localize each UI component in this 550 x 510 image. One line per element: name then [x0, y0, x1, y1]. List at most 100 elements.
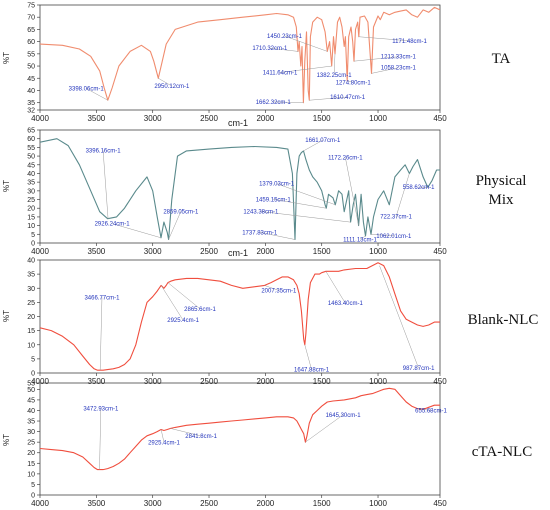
panel-2-peak-leader-line [102, 150, 109, 219]
panel-4-peak-leader-line [99, 408, 102, 470]
panel-1-y-axis-label: %T [2, 52, 11, 64]
panel-2-peak-leader-line [168, 211, 182, 240]
panel-2-x-tick-label: 4000 [31, 247, 49, 256]
panel-3-x-tick-label: 2500 [200, 377, 218, 386]
panel-3-peak-label: 2007.35cm-1 [261, 288, 297, 294]
panel-2-x-tick-label: 3500 [87, 247, 105, 256]
panel-2-x-tick-label: 1500 [313, 247, 331, 256]
panel-2-y-tick-label: 50 [27, 154, 35, 161]
panel-1-peak-label: 1710.32cm-1 [252, 46, 288, 52]
panel-3-peak-label: 987.87cm-1 [403, 366, 435, 372]
panel-1-peak-label: 2950.12cm-1 [154, 84, 190, 90]
panel-3-x-tick-label: 4000 [31, 377, 49, 386]
panel-4-x-tick-label: 3000 [144, 499, 162, 508]
panel-1-x-tick-label: 3500 [87, 114, 105, 123]
panel-4-y-tick-label: 5 [31, 482, 35, 489]
panel-3-x-tick-label: 1000 [369, 377, 387, 386]
panel-2-peak-leader-line [276, 183, 336, 205]
panel-1-peak-leader-line [333, 53, 336, 76]
panel-1-peak-label: 1213.33cm-1 [381, 55, 417, 61]
panel-1-peak-leader-line [371, 67, 399, 74]
panel-2-y-tick-label: 45 [27, 162, 35, 169]
panel-4-x-tick-label: 2000 [256, 499, 274, 508]
panel-4-y-tick-label: 25 [27, 440, 35, 447]
panel-1-peak-label: 1411.64cm-1 [263, 71, 298, 77]
panel-label-physical-mix: Physical Mix [475, 173, 527, 208]
panel-4-y-tick-label: 0 [31, 493, 35, 500]
panel-2-peak-leader-line [273, 199, 327, 209]
panel-1-peak-leader-line [347, 80, 354, 83]
panel-2-x-tick-label: 3000 [144, 247, 162, 256]
panel-3-peak-label: 1463.40cm-1 [328, 301, 364, 307]
panel-1-peak-leader-line [284, 35, 328, 52]
panel-3-y-tick-label: 35 [27, 272, 35, 279]
panel-2-y-tick-label: 55 [27, 145, 35, 152]
panel-1-x-tick-label: 2000 [256, 114, 274, 123]
panel-3-x-tick-label: 3000 [144, 377, 162, 386]
panel-3-peak-leader-line [379, 265, 419, 369]
panel-3-peak-leader-line [304, 344, 312, 370]
panel-1-peak-label: 1382.25cm-1 [317, 73, 353, 79]
panel-2-peak-label: 2926.24cm-1 [95, 222, 131, 228]
panel-1-peak-label: 1171.48cm-1 [392, 39, 427, 45]
panel-4-x-tick-label: 2500 [200, 499, 218, 508]
panel-1-peak-leader-line [279, 65, 332, 73]
panel-2-y-tick-label: 0 [31, 241, 35, 248]
panel-1-y-tick-label: 65 [27, 27, 35, 34]
panel-3-x-tick-label: 450 [433, 377, 447, 386]
panel-1-y-tick-label: 75 [27, 3, 35, 10]
panel-label-cta-nlc: cTA-NLC [471, 444, 533, 460]
panel-4-y-tick-label: 40 [27, 408, 35, 415]
panel-1-peak-label: 3398.06cm-1 [69, 86, 105, 92]
panel-2-peak-label: 1379.03cm-1 [259, 182, 295, 188]
panel-1-peak-label: 1274.80cm-1 [336, 80, 372, 86]
panel-2-y-tick-label: 5 [31, 232, 35, 239]
panel-1-peak-leader-line [358, 36, 410, 42]
panel-2-peak-label: 1459.15cm-1 [256, 197, 292, 203]
panel-1-y-tick-label: 45 [27, 76, 35, 83]
panel-2-y-axis-label: %T [2, 180, 11, 192]
panel-3-peak-label: 1647.88cm-1 [294, 368, 330, 374]
panel-4-y-axis-label: %T [2, 434, 11, 446]
panel-4-y-tick-label: 35 [27, 419, 35, 426]
panel-1-peak-leader-line [269, 47, 299, 52]
panel-1-peak-label: 1662.32cm-1 [256, 100, 292, 106]
panel-2-spectrum-line [40, 138, 440, 241]
panel-3-x-tick-label: 3500 [87, 377, 105, 386]
panel-2-peak-label: 1243.38cm-1 [243, 209, 279, 215]
panel-4-x-tick-label: 1500 [313, 499, 331, 508]
panel-3-peak-label: 2925.4cm-1 [167, 318, 199, 324]
panel-3-plot-frame [39, 259, 441, 374]
panel-4-peak-leader-line [170, 428, 202, 437]
panel-3-peak-leader-line [160, 285, 184, 321]
panel-1-y-tick-label: 60 [27, 39, 35, 46]
panel-2-x-tick-label: 450 [433, 247, 447, 256]
panel-label-ta: TA [491, 51, 511, 67]
panel-4-x-tick-label: 1000 [369, 499, 387, 508]
panel-4-y-tick-label: 53 [27, 381, 35, 388]
panel-2-peak-leader-line [359, 235, 366, 240]
panel-2-y-tick-label: 30 [27, 188, 35, 195]
panel-1-x-tick-label: 4000 [31, 114, 49, 123]
panel-2-peak-label: 1062.01cm-1 [376, 234, 412, 240]
panel-4-y-tick-label: 10 [27, 471, 35, 478]
panel-1-peak-label: 1610.47cm-1 [330, 95, 366, 101]
panel-1-y-tick-label: 35 [27, 100, 35, 107]
panel-2-x-tick-label: 1000 [369, 247, 387, 256]
panel-1-plot-frame [39, 4, 441, 111]
panel-1-x-axis-label: cm-1 [228, 118, 248, 128]
panel-2-x-tick-label: 2500 [200, 247, 218, 256]
panel-4-peak-label: 655.68cm-1 [415, 409, 447, 415]
panel-1-spectrum-line [40, 6, 440, 104]
panel-4-y-tick-label: 20 [27, 450, 35, 457]
panel-2-peak-leader-line [345, 157, 359, 226]
panel-3-peak-leader-line [325, 271, 346, 304]
panel-4-peak-label: 2925.4cm-1 [148, 440, 180, 446]
panel-1-peak-label: 1058.23cm-1 [381, 66, 417, 72]
panel-4-y-tick-label: 30 [27, 429, 35, 436]
panel-4-peak-leader-line [305, 414, 344, 443]
panel-1-peak-leader-line [309, 96, 348, 101]
panel-2-y-tick-label: 10 [27, 223, 35, 230]
panel-2-peak-label: 1737.83cm-1 [242, 230, 278, 236]
panel-1-peak-leader-line [354, 56, 399, 62]
